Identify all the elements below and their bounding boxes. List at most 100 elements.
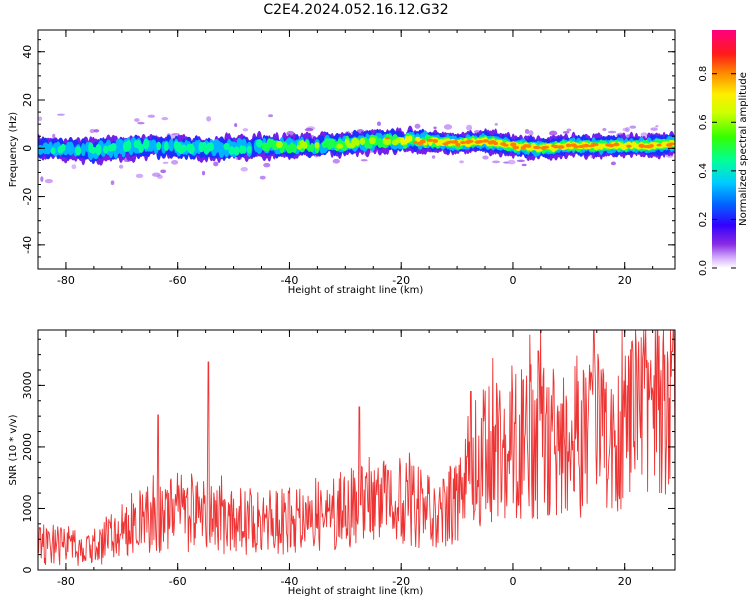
spectrogram-heatmap — [38, 113, 675, 185]
snr-xtick-label: -20 — [392, 575, 410, 588]
heatmap-blob — [354, 139, 360, 146]
spectrogram-xtick-label: -60 — [169, 274, 187, 287]
heatmap-blob — [301, 141, 308, 149]
heatmap-speckle — [213, 161, 219, 167]
colorbar-tick-label: 0.2 — [698, 211, 709, 227]
heatmap-blob — [246, 145, 252, 154]
heatmap-speckle — [507, 159, 516, 165]
heatmap-speckle — [286, 130, 295, 137]
heatmap-blob — [188, 143, 195, 155]
heatmap-blob — [368, 137, 376, 145]
snr-xaxis-label: Height of straight line (km) — [288, 586, 424, 597]
snr-xtick-label: 20 — [618, 575, 632, 588]
spectrogram-ytick-label: 40 — [21, 45, 34, 59]
heatmap-blob — [156, 141, 162, 151]
heatmap-speckle — [562, 131, 570, 134]
snr-ytick-label: 1000 — [21, 494, 34, 522]
colorbar-tick-label: 0.0 — [698, 260, 709, 276]
snr-ytick-label: 0 — [21, 567, 34, 574]
spectrogram-xaxis-label: Height of straight line (km) — [288, 285, 424, 296]
heatmap-speckle — [524, 128, 530, 134]
snr-xtick-label: -60 — [169, 575, 187, 588]
heatmap-speckle — [162, 161, 169, 164]
heatmap-speckle — [360, 159, 368, 162]
heatmap-blob — [477, 139, 484, 144]
heatmap-speckle — [263, 162, 271, 168]
heatmap-blob — [626, 144, 632, 148]
heatmap-blob — [384, 138, 391, 146]
heatmap-speckle — [566, 128, 572, 132]
spectrogram-yaxis-label: Frequency (Hz) — [8, 112, 19, 188]
heatmap-speckle — [268, 114, 273, 118]
spectrogram-xtick-label: 20 — [618, 274, 632, 287]
heatmap-blob — [553, 144, 559, 149]
heatmap-blob — [256, 139, 263, 148]
colorbar-label: Normalized spectral amplitude — [738, 72, 749, 226]
colorbar-gradient — [712, 30, 736, 268]
heatmap-blob — [359, 137, 365, 146]
heatmap-speckle — [134, 118, 140, 122]
heatmap-blob — [233, 146, 240, 156]
heatmap-speckle — [431, 155, 436, 159]
heatmap-blob — [613, 142, 620, 147]
heatmap-speckle — [377, 121, 381, 126]
heatmap-speckle — [71, 164, 77, 170]
heatmap-speckle — [494, 122, 498, 126]
heatmap-speckle — [201, 170, 206, 176]
heatmap-speckle — [304, 128, 314, 132]
heatmap-blob — [432, 139, 439, 143]
heatmap-speckle — [38, 116, 43, 122]
heatmap-blob — [168, 138, 175, 152]
heatmap-blob — [407, 135, 413, 142]
heatmap-blob — [80, 143, 86, 157]
snr-series-line — [38, 330, 675, 566]
heatmap-blob — [535, 146, 542, 149]
colorbar-tick-label: 0.4 — [698, 163, 709, 179]
heatmap-speckle — [459, 160, 464, 164]
heatmap-blob — [385, 136, 391, 140]
heatmap-blob — [309, 142, 315, 153]
heatmap-speckle — [171, 159, 179, 165]
heatmap-speckle — [118, 164, 124, 169]
heatmap-speckle — [93, 129, 100, 133]
heatmap-speckle — [89, 128, 95, 134]
heatmap-speckle — [466, 124, 473, 131]
snr-ytick-label: 2000 — [21, 433, 34, 461]
heatmap-speckle — [332, 158, 340, 164]
heatmap-blob — [656, 143, 662, 147]
spectrogram-ytick-label: -20 — [21, 188, 34, 206]
snr-ytick-label: 3000 — [21, 371, 34, 399]
heatmap-speckle — [414, 123, 421, 129]
heatmap-blob — [90, 146, 97, 154]
heatmap-speckle — [234, 123, 238, 128]
heatmap-speckle — [640, 132, 648, 138]
heatmap-blob — [412, 140, 418, 145]
heatmap-blob — [542, 145, 550, 149]
spectrogram-xtick-label: -40 — [280, 274, 298, 287]
heatmap-blob — [228, 146, 235, 155]
colorbar-tick-label: 0.6 — [698, 114, 709, 130]
heatmap-speckle — [650, 127, 658, 131]
colorbar-tick-label: 0.8 — [698, 66, 709, 82]
snr-xtick-label: 0 — [509, 575, 516, 588]
heatmap-speckle — [629, 125, 637, 129]
heatmap-blob — [502, 144, 509, 147]
spectrogram-xtick-label: -80 — [57, 274, 75, 287]
heatmap-speckle — [548, 130, 558, 136]
heatmap-blob — [649, 144, 654, 148]
heatmap-speckle — [151, 172, 161, 177]
heatmap-speckle — [607, 130, 617, 134]
heatmap-speckle — [521, 163, 527, 167]
heatmap-blob — [223, 142, 230, 151]
heatmap-blob — [218, 142, 225, 158]
heatmap-speckle — [161, 117, 169, 121]
heatmap-blob — [138, 143, 144, 153]
heatmap-blob — [467, 139, 474, 143]
heatmap-speckle — [433, 126, 437, 130]
heatmap-blob — [329, 138, 336, 149]
snr-yaxis-label: SNR (10 * v/v) — [8, 414, 19, 485]
snr-xtick-label: -80 — [57, 575, 75, 588]
heatmap-speckle — [44, 178, 53, 184]
heatmap-speckle — [160, 169, 167, 174]
